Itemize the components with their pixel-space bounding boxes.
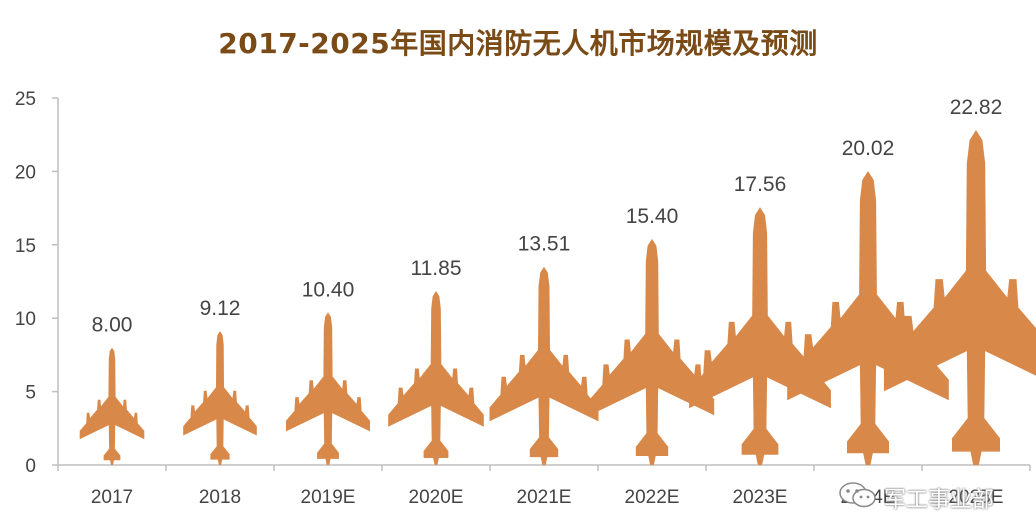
wechat-icon: [838, 480, 878, 516]
y-tick-label: 5: [25, 383, 36, 404]
y-tick-label: 0: [25, 456, 36, 477]
y-tick-label: 20: [15, 162, 36, 183]
data-label: 17.56: [734, 173, 787, 196]
data-label: 11.85: [411, 257, 462, 280]
watermark: 军工事业部: [838, 478, 1028, 518]
x-tick-label: 2020E: [409, 487, 464, 508]
x-tick-label: 2022E: [625, 487, 680, 508]
y-tick-label: 10: [15, 309, 36, 330]
airplane-icon: [79, 347, 145, 465]
data-label: 13.51: [518, 233, 571, 256]
y-tick-label: 15: [15, 236, 36, 257]
airplane-icon: [286, 312, 370, 465]
y-tick-label: 25: [15, 89, 36, 110]
airplane-icon: [787, 171, 949, 465]
airplane-icon: [883, 130, 1036, 465]
chart-labels: 8.00 2017 9.12 2018 10.40 2019E 11.85 2020E 13.5…: [91, 96, 1004, 508]
x-tick-label: 2023E: [733, 487, 788, 508]
chart-title: 2017-2025年国内消防无人机市场规模及预测: [218, 27, 818, 60]
x-tick-label: 2018: [199, 487, 241, 508]
x-tick-label: 2017: [91, 487, 133, 508]
airplane-icon: [689, 207, 831, 465]
x-tick-label: 2019E: [301, 487, 356, 508]
x-tick-label: 2021E: [517, 487, 572, 508]
data-label: 9.12: [200, 297, 241, 320]
chart-marks: [79, 130, 1036, 465]
watermark-text: 军工事业部: [884, 488, 995, 513]
data-label: 22.82: [950, 96, 1003, 119]
data-label: 15.40: [626, 205, 679, 228]
airplane-icon: [183, 331, 257, 465]
airplane-icon: [489, 266, 599, 465]
airplane-icon: [388, 291, 484, 465]
data-label: 10.40: [302, 278, 355, 301]
airplane-icon: [589, 238, 715, 465]
data-label: 8.00: [92, 314, 133, 337]
x-tick-label: 2025E: [949, 487, 1004, 508]
data-label: 20.02: [842, 137, 895, 160]
